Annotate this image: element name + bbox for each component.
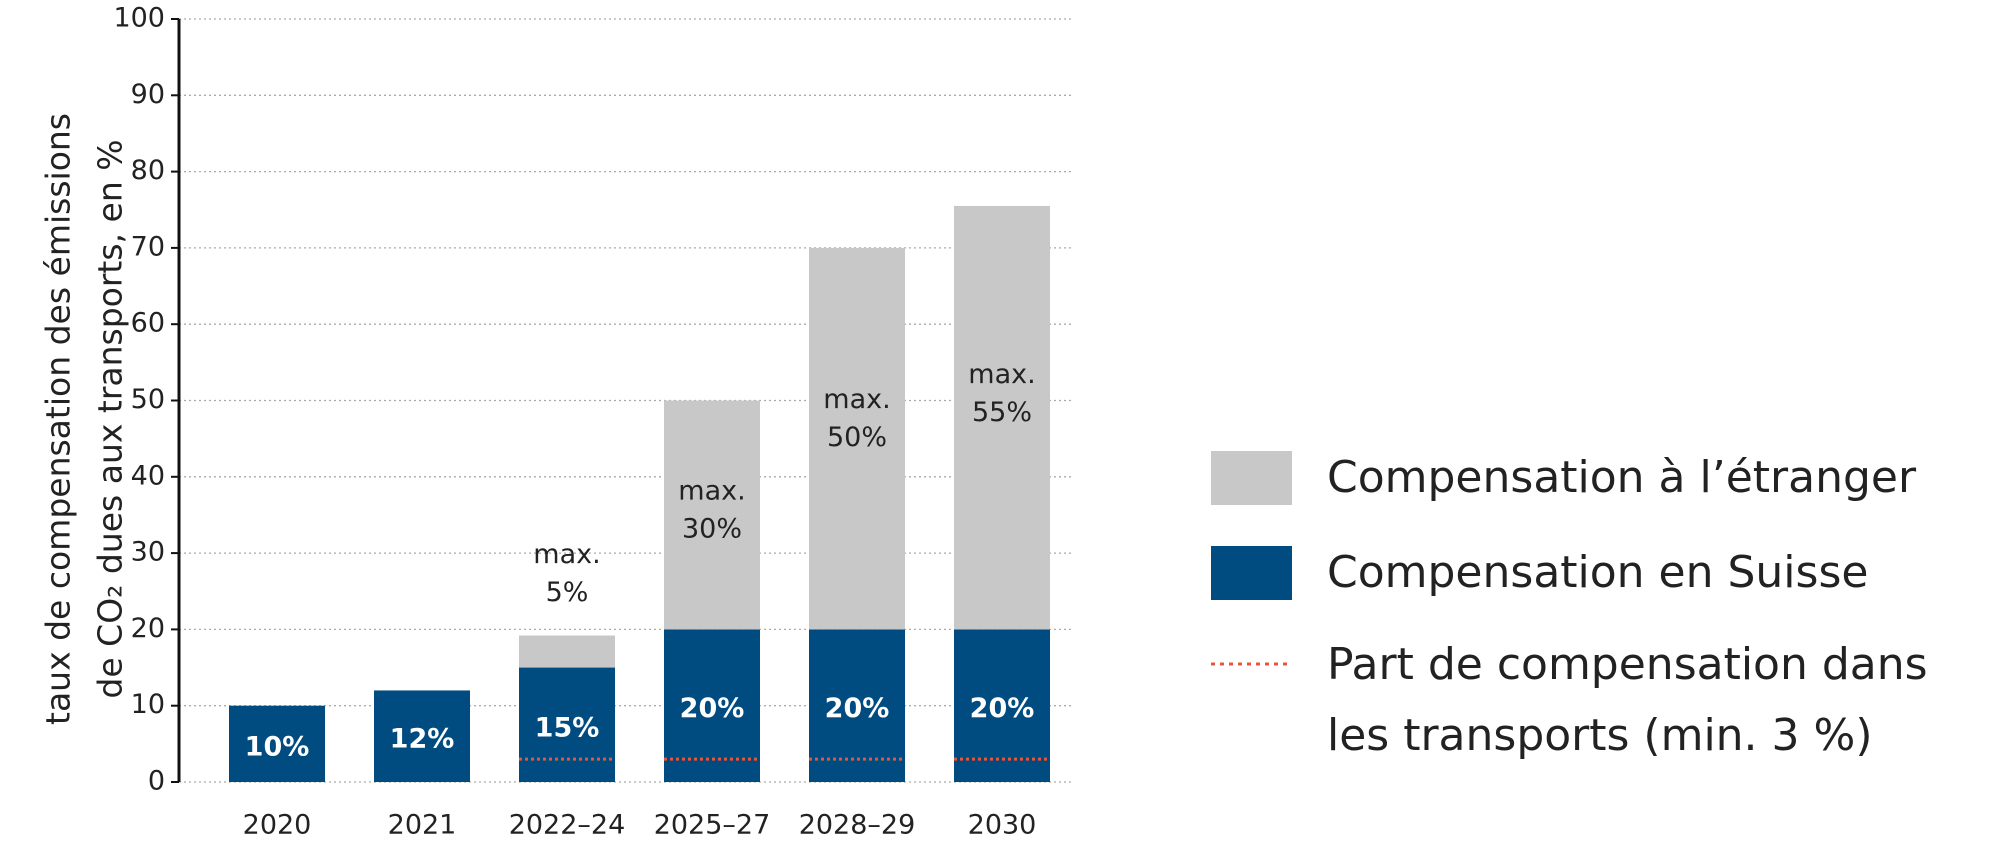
x-tick-label: 2030 — [968, 810, 1037, 841]
bar-segment — [519, 635, 615, 668]
bar-segment — [664, 629, 760, 782]
bar-annotation: 55% — [972, 397, 1032, 428]
legend-swatch — [1211, 546, 1292, 600]
y-tick-label: 60 — [131, 308, 165, 339]
y-tick-label: 0 — [148, 766, 165, 797]
bar-annotation: 50% — [827, 422, 887, 453]
bar-segment — [664, 400, 760, 630]
y-axis-title-line: de CO₂ dues aux transports, en % — [91, 139, 130, 698]
legend-swatch — [1211, 451, 1292, 505]
bar-segment — [374, 690, 470, 782]
y-tick-label: 30 — [131, 537, 165, 568]
legend-label: Compensation à l’étranger — [1327, 452, 1917, 503]
bar-value-label: 10% — [245, 731, 310, 762]
bar-annotation: max. — [533, 539, 600, 570]
y-axis-title: taux de compensation des émissions de CO₂… — [39, 113, 130, 725]
x-tick-label: 2025–27 — [654, 810, 771, 841]
bar-annotation: 30% — [682, 514, 742, 545]
x-tick-label: 2028–29 — [799, 810, 916, 841]
bar-value-label: 20% — [970, 693, 1035, 724]
bar-value-label: 20% — [825, 693, 890, 724]
y-tick-label: 70 — [131, 231, 165, 262]
y-tick-label: 40 — [131, 460, 165, 491]
bar-annotation: max. — [968, 359, 1035, 390]
legend-label: les transports (min. 3 %) — [1327, 710, 1873, 761]
bar-segment — [519, 667, 615, 782]
bar-segment — [809, 247, 905, 630]
bar-value-label: 12% — [390, 724, 455, 755]
y-tick-label: 90 — [131, 79, 165, 110]
bar-segment — [229, 705, 325, 782]
bar-annotation: 5% — [546, 577, 589, 608]
bar-segment — [809, 629, 905, 782]
legend-label: Part de compensation dans — [1327, 639, 1928, 690]
bar-annotation: max. — [823, 384, 890, 415]
x-tick-label: 2022–24 — [509, 810, 626, 841]
y-tick-label: 20 — [131, 613, 165, 644]
x-tick-label: 2021 — [388, 810, 457, 841]
y-tick-label: 80 — [131, 155, 165, 186]
bar-value-label: 20% — [680, 693, 745, 724]
y-tick-label: 100 — [113, 3, 165, 34]
bar-annotation: max. — [678, 476, 745, 507]
y-tick-label: 10 — [131, 689, 165, 720]
bar-segment — [954, 205, 1050, 630]
y-axis-title-line: taux de compensation des émissions — [39, 113, 78, 725]
y-tick-label: 50 — [131, 384, 165, 415]
legend-label: Compensation en Suisse — [1327, 547, 1868, 598]
x-tick-label: 2020 — [243, 810, 312, 841]
bar-value-label: 15% — [535, 712, 600, 743]
bar-segment — [954, 629, 1050, 782]
